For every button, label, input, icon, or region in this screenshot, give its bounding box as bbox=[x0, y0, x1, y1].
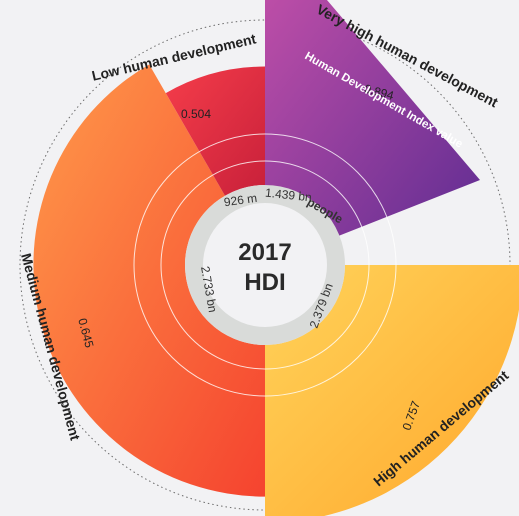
center-year: 2017 bbox=[238, 239, 291, 266]
segment-low bbox=[165, 66, 265, 196]
segment-very-high bbox=[265, 0, 480, 265]
guide-ring bbox=[133, 133, 397, 397]
center-disc bbox=[203, 203, 327, 327]
guide-ring bbox=[160, 160, 370, 370]
center-hdi-label: HDI bbox=[244, 269, 285, 296]
segment-high bbox=[265, 265, 519, 516]
segment-medium bbox=[33, 64, 265, 497]
population-low: 926 m bbox=[223, 191, 258, 210]
population-very-high: 1.439 bn bbox=[264, 186, 312, 205]
hdi-value-low: 0.504 bbox=[181, 107, 211, 121]
